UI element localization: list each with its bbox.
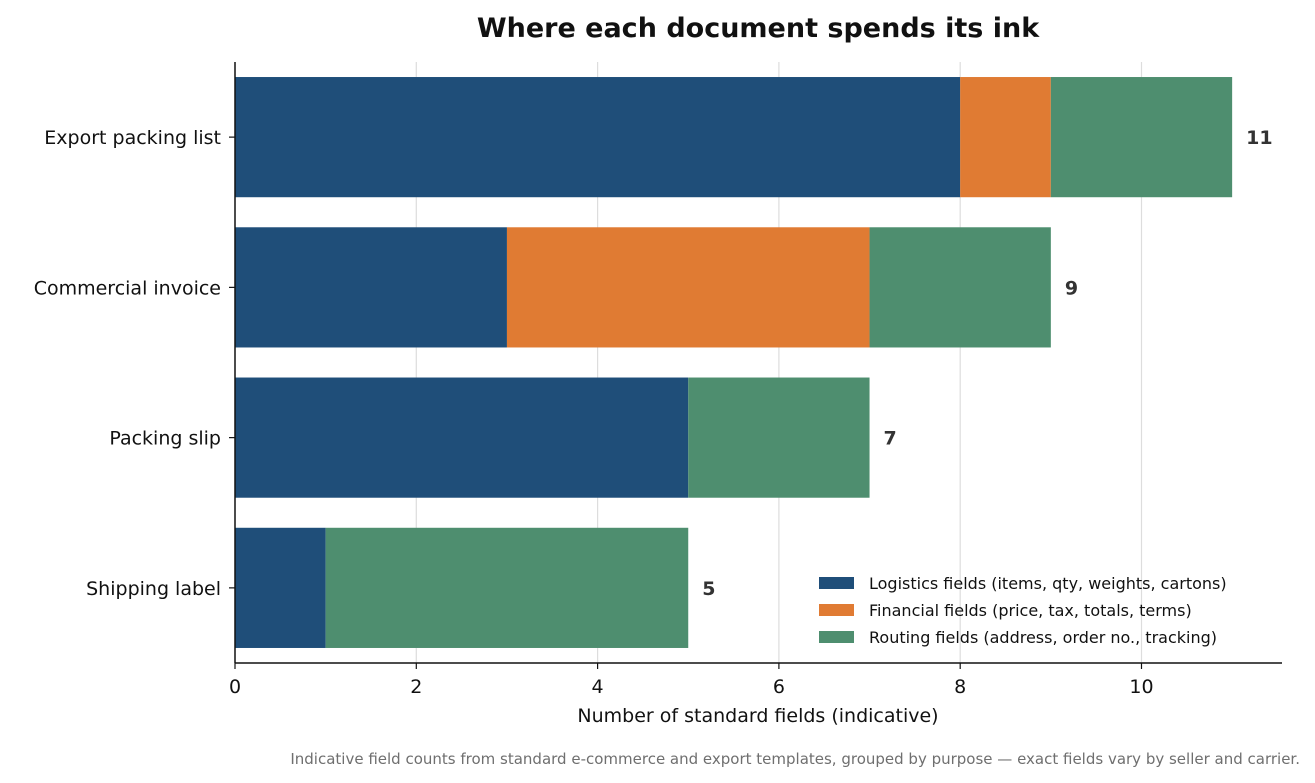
x-tick-label: 10 (1129, 676, 1153, 698)
legend-entry-label: Routing fields (address, order no., trac… (869, 628, 1217, 647)
chart-title: Where each document spends its ink (477, 13, 1040, 44)
bar-segment (1050, 77, 1233, 198)
x-tick-label: 8 (954, 676, 966, 698)
x-tick-label: 0 (229, 676, 241, 698)
y-tick-label: Packing slip (109, 428, 221, 450)
bar-total-label: 7 (884, 428, 897, 450)
bar-segment (235, 77, 961, 198)
axes (234, 62, 1282, 664)
legend-entry-label: Logistics fields (items, qty, weights, c… (869, 574, 1227, 593)
legend: Logistics fields (items, qty, weights, c… (819, 574, 1227, 647)
bar-segment (235, 227, 507, 348)
bar-total-label: 9 (1065, 277, 1078, 299)
x-ticks: 0 2 4 6 8 10 (229, 663, 1154, 698)
bar-segment (235, 527, 326, 648)
legend-entry-label: Financial fields (price, tax, totals, te… (869, 601, 1192, 620)
y-ticks: Export packing list Commercial invoice Pac… (34, 127, 235, 600)
bar-total-label: 5 (702, 578, 715, 600)
x-tick-label: 6 (773, 676, 785, 698)
x-tick-label: 2 (410, 676, 422, 698)
bar-total-label: 11 (1246, 127, 1272, 149)
bars (235, 77, 1233, 648)
bar-segment (960, 77, 1051, 198)
legend-swatch (819, 604, 854, 616)
bar-segment (325, 527, 689, 648)
bar-segment (506, 227, 870, 348)
x-tick-label: 4 (592, 676, 604, 698)
bar-totals: 11 9 7 5 (702, 127, 1272, 600)
chart-caption: Indicative field counts from standard e-… (290, 750, 1300, 768)
bar-segment (869, 227, 1051, 348)
legend-swatch (819, 631, 854, 643)
bar-segment (688, 377, 870, 498)
y-tick-label: Commercial invoice (34, 277, 221, 299)
bar-segment (235, 377, 689, 498)
y-tick-label: Export packing list (44, 127, 221, 149)
x-axis-label: Number of standard fields (indicative) (577, 705, 938, 727)
y-tick-label: Shipping label (86, 578, 221, 600)
legend-swatch (819, 577, 854, 589)
